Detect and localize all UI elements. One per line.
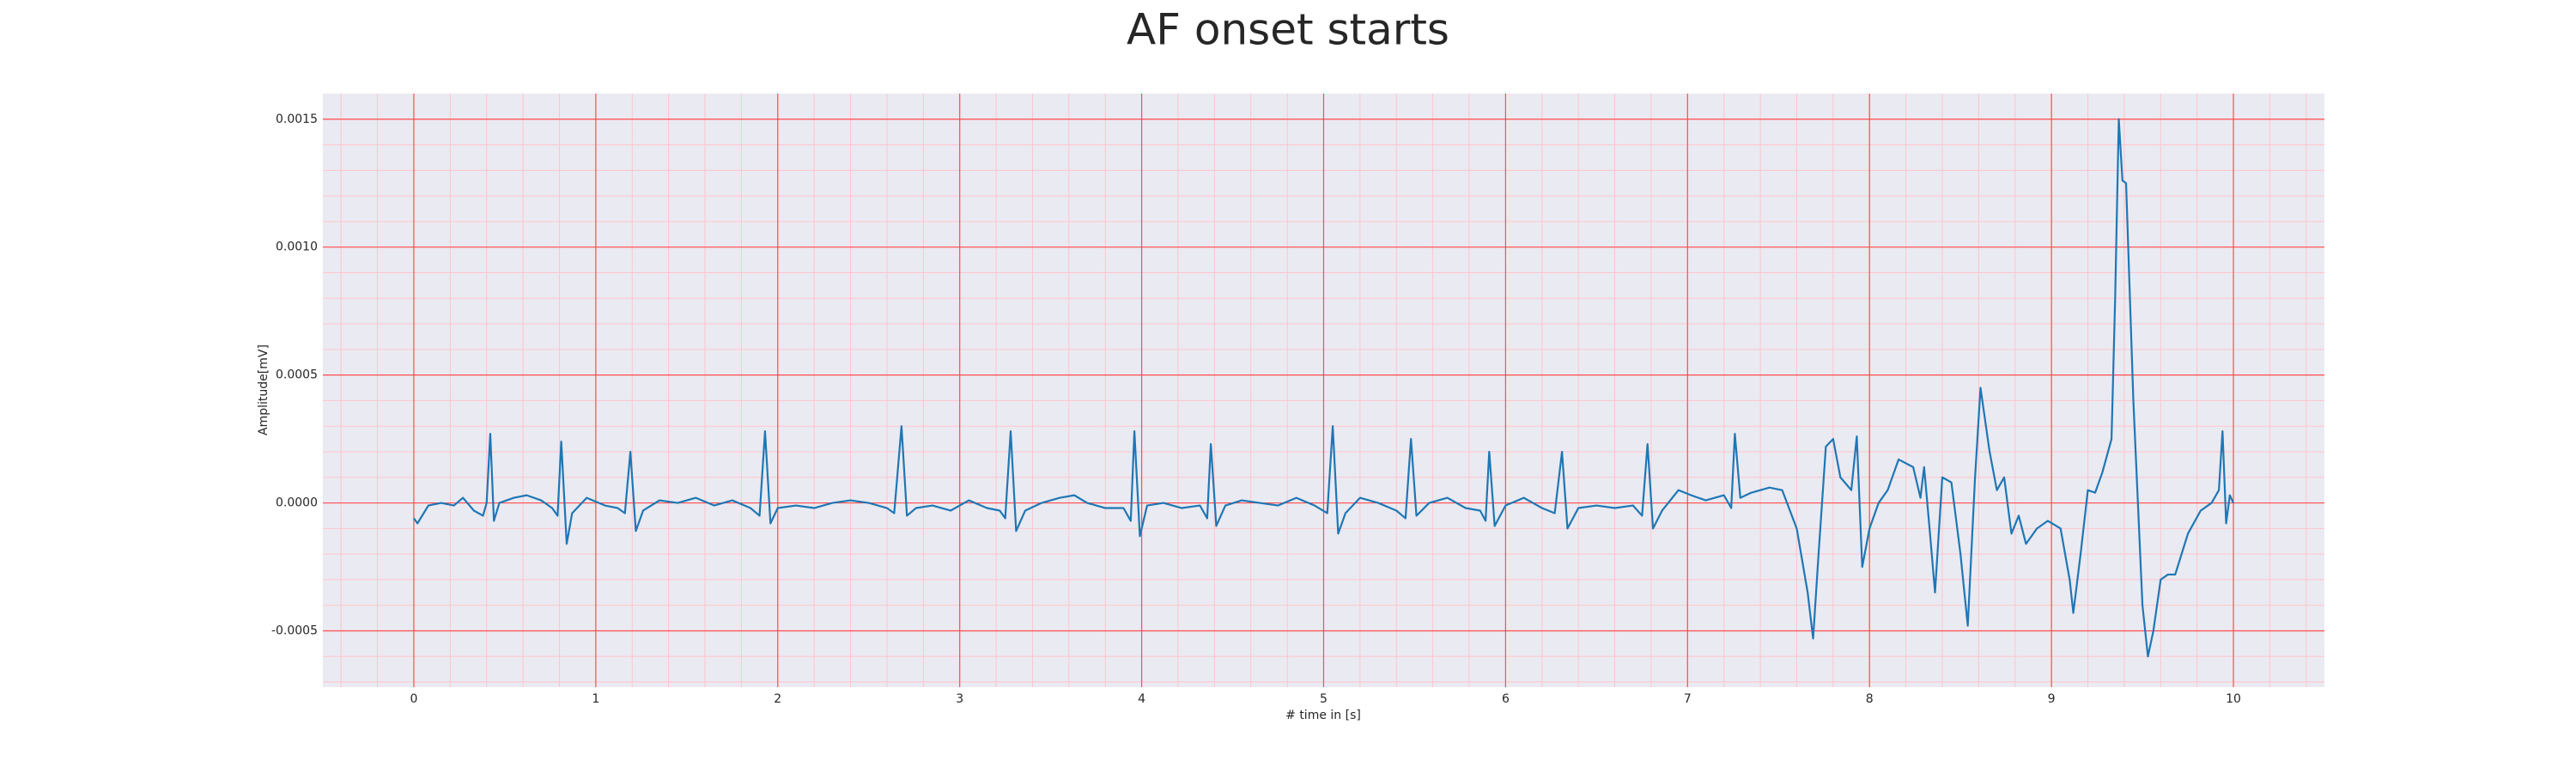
y-tick-label: 0.0005 bbox=[276, 368, 318, 382]
x-tick-label: 0 bbox=[410, 692, 417, 706]
x-tick-label: 8 bbox=[1866, 692, 1874, 706]
y-tick-label: 0.0015 bbox=[276, 113, 318, 126]
chart-title: AF onset starts bbox=[1127, 5, 1449, 55]
x-tick-label: 4 bbox=[1138, 692, 1145, 706]
x-tick-label: 7 bbox=[1684, 692, 1692, 706]
x-axis-label: # time in [s] bbox=[1285, 709, 1361, 722]
x-tick-label: 3 bbox=[956, 692, 963, 706]
x-tick-label: 2 bbox=[774, 692, 781, 706]
y-tick-label: -0.0005 bbox=[271, 624, 318, 637]
x-tick-label: 10 bbox=[2226, 692, 2241, 706]
y-axis-label: Amplitude[mV] bbox=[257, 344, 270, 435]
x-tick-label: 5 bbox=[1320, 692, 1327, 706]
signal-line bbox=[413, 118, 2235, 658]
x-tick-label: 6 bbox=[1502, 692, 1510, 706]
y-tick-label: 0.0000 bbox=[276, 496, 318, 510]
x-tick-label: 1 bbox=[592, 692, 599, 706]
x-tick-label: 9 bbox=[2048, 692, 2056, 706]
y-tick-label: 0.0010 bbox=[276, 240, 318, 254]
